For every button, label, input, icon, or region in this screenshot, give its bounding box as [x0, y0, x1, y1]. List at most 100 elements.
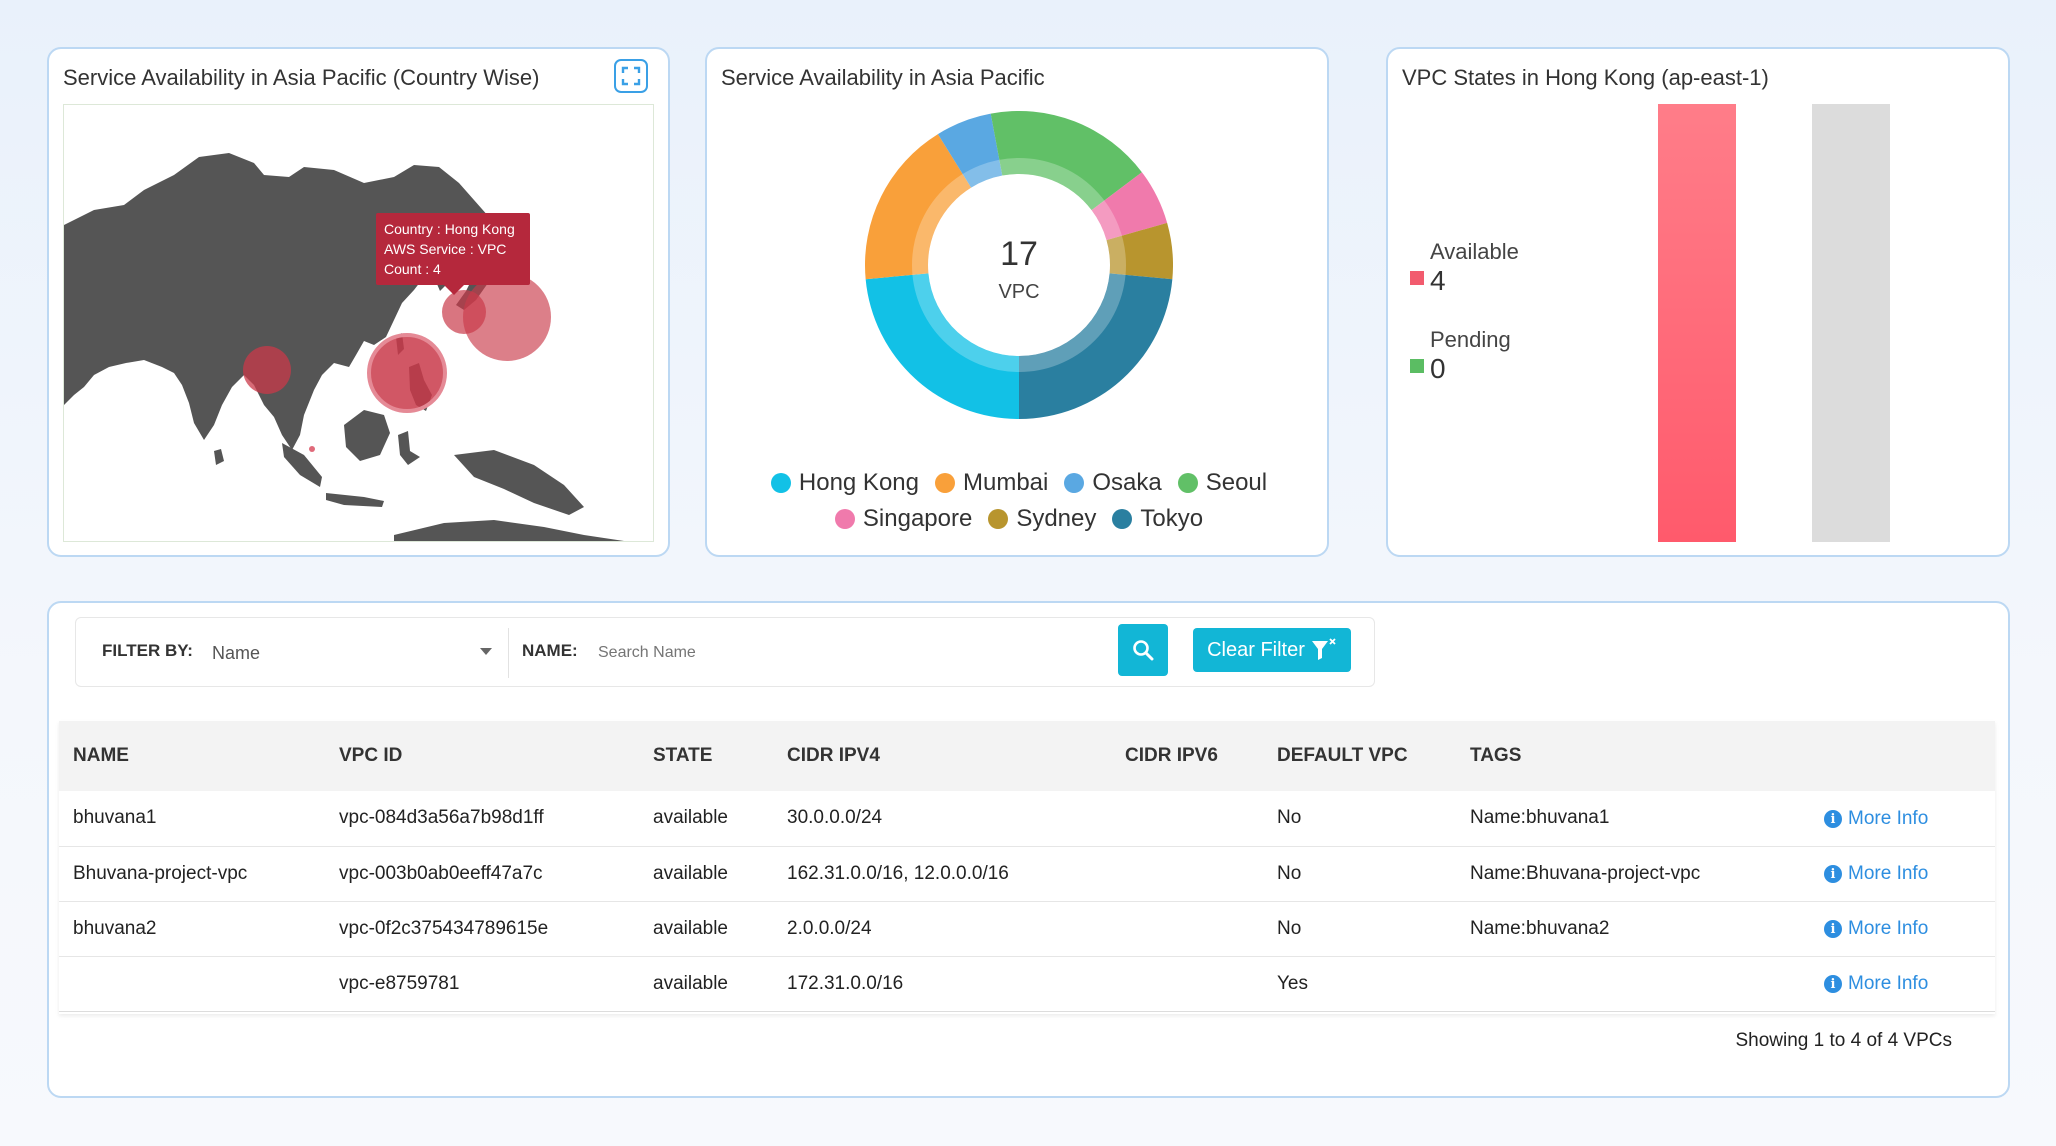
- cell-state: available: [639, 956, 773, 1012]
- cell-name: [59, 956, 325, 1012]
- cell-default-vpc: No: [1263, 901, 1456, 957]
- chevron-down-icon: [480, 648, 492, 655]
- state-available-value: 4: [1430, 265, 1446, 296]
- legend-item-singapore[interactable]: Singapore: [834, 505, 972, 533]
- header-default-vpc[interactable]: DEFAULT VPC: [1277, 745, 1408, 766]
- header-vpc-id[interactable]: VPC ID: [339, 745, 403, 766]
- donut-slice-hong-kong[interactable]: [865, 273, 1019, 419]
- bubble-hong-kong: [367, 333, 447, 413]
- cell-cidr-ipv4: 162.31.0.0/16, 12.0.0.0/16: [773, 846, 1111, 902]
- cell-state: available: [639, 846, 773, 902]
- more-info-label: More Info: [1848, 808, 1929, 829]
- filter-by-label: FILTER BY:: [102, 641, 193, 660]
- search-button[interactable]: [1118, 624, 1168, 676]
- bar-pending[interactable]: [1812, 104, 1890, 542]
- legend-dot: [1064, 473, 1085, 493]
- donut-inner-ring: [912, 158, 1126, 372]
- header-tags[interactable]: TAGS: [1470, 745, 1522, 766]
- header-name[interactable]: NAME: [73, 745, 129, 766]
- bar-available[interactable]: [1658, 104, 1736, 542]
- legend-item-seoul[interactable]: Seoul: [1177, 469, 1267, 497]
- search-name-input[interactable]: [598, 634, 1098, 672]
- more-info-label: More Info: [1848, 918, 1929, 940]
- more-info-link[interactable]: i More Info: [1824, 863, 1928, 885]
- legend-label: Mumbai: [962, 469, 1049, 496]
- filter-divider: [508, 628, 509, 678]
- state-available-label: Available: [1430, 239, 1519, 264]
- expand-button[interactable]: [614, 59, 648, 93]
- cell-cidr-ipv6: [1111, 901, 1263, 957]
- cell-tags: Name:Bhuvana-project-vpc: [1456, 846, 1810, 902]
- legend-dot: [1177, 473, 1198, 493]
- donut-slice-mumbai[interactable]: [865, 134, 972, 280]
- table-row: Bhuvana-project-vpc vpc-003b0ab0eeff47a7…: [59, 846, 1995, 902]
- legend-item-sydney[interactable]: Sydney: [988, 505, 1096, 533]
- legend-item-tokyo[interactable]: Tokyo: [1112, 505, 1203, 533]
- donut-center-value: 17: [1000, 235, 1038, 273]
- table-row: bhuvana1 vpc-084d3a56a7b98d1ff available…: [59, 791, 1995, 847]
- cell-cidr-ipv4: 2.0.0.0/24: [773, 901, 1111, 957]
- donut-center-label: VPC: [998, 281, 1040, 303]
- cell-cidr-ipv4: 30.0.0.0/24: [773, 791, 1111, 847]
- cell-default-vpc: No: [1263, 791, 1456, 847]
- more-info-label: More Info: [1848, 973, 1929, 995]
- legend-dot: [934, 473, 955, 493]
- legend-dot: [988, 509, 1009, 529]
- vpc-table: NAME VPC ID STATE CIDR IPV4 CIDR IPV6 DE…: [59, 721, 1995, 1012]
- cell-cidr-ipv6: [1111, 956, 1263, 1012]
- info-icon: i: [1824, 810, 1842, 828]
- donut-chart[interactable]: [865, 111, 1173, 419]
- cell-name: bhuvana2: [59, 901, 325, 957]
- cell-name: bhuvana1: [59, 791, 325, 847]
- filter-bar: FILTER BY: Name NAME: Clear Filter: [75, 617, 1375, 687]
- header-state[interactable]: STATE: [653, 745, 713, 766]
- donut-panel: Service Availability in Asia Pacific 17 …: [705, 47, 1329, 557]
- cell-name: Bhuvana-project-vpc: [59, 846, 325, 902]
- more-info-link[interactable]: i More Info: [1824, 918, 1928, 940]
- cell-default-vpc: No: [1263, 846, 1456, 902]
- header-actions: [1810, 721, 1995, 791]
- expand-icon: [621, 66, 641, 86]
- donut-slice-tokyo[interactable]: [1019, 273, 1173, 419]
- map-panel: Service Availability in Asia Pacific (Co…: [47, 47, 670, 557]
- cell-vpc-id: vpc-084d3a56a7b98d1ff: [325, 791, 639, 847]
- table-summary: Showing 1 to 4 of 4 VPCs: [1735, 1030, 1952, 1051]
- legend-item-osaka[interactable]: Osaka: [1064, 469, 1162, 497]
- cell-vpc-id: vpc-e8759781: [325, 956, 639, 1012]
- cell-cidr-ipv6: [1111, 846, 1263, 902]
- state-available-swatch: [1410, 271, 1424, 285]
- state-pending-value: 0: [1430, 353, 1446, 384]
- bubble-mumbai: [243, 346, 291, 394]
- legend-label: Tokyo: [1140, 505, 1204, 532]
- header-cidr-ipv6[interactable]: CIDR IPV6: [1125, 745, 1218, 766]
- more-info-link[interactable]: i More Info: [1824, 808, 1928, 830]
- vpc-table-panel: FILTER BY: Name NAME: Clear Filter: [47, 601, 2010, 1098]
- cell-cidr-ipv4: 172.31.0.0/16: [773, 956, 1111, 1012]
- cell-vpc-id: vpc-0f2c375434789615e: [325, 901, 639, 957]
- state-pending-swatch: [1410, 359, 1424, 373]
- legend-dot: [770, 473, 791, 493]
- cell-vpc-id: vpc-003b0ab0eeff47a7c: [325, 846, 639, 902]
- states-panel: VPC States in Hong Kong (ap-east-1) Avai…: [1386, 47, 2010, 557]
- search-icon: [1133, 640, 1154, 661]
- states-panel-title: VPC States in Hong Kong (ap-east-1): [1402, 65, 1769, 90]
- legend-item-mumbai[interactable]: Mumbai: [934, 469, 1049, 497]
- legend-item-hong-kong[interactable]: Hong Kong: [770, 469, 919, 497]
- filter-by-select[interactable]: Name: [212, 638, 492, 668]
- more-info-link[interactable]: i More Info: [1824, 973, 1928, 995]
- cell-state: available: [639, 901, 773, 957]
- donut-slice-sydney[interactable]: [1106, 222, 1173, 280]
- asia-pacific-map[interactable]: Country : Hong Kong AWS Service : VPC Co…: [63, 104, 654, 542]
- info-icon: i: [1824, 865, 1842, 884]
- donut-panel-title: Service Availability in Asia Pacific: [721, 65, 1045, 90]
- donut-slice-seoul[interactable]: [990, 111, 1142, 211]
- donut-slice-osaka[interactable]: [937, 113, 1003, 188]
- cell-state: available: [639, 791, 773, 847]
- legend-dot: [1112, 509, 1133, 529]
- cell-default-vpc: Yes: [1263, 956, 1456, 1012]
- tooltip-country: Country : Hong Kong: [384, 221, 515, 237]
- header-cidr-ipv4[interactable]: CIDR IPV4: [787, 745, 880, 766]
- filter-clear-icon: [1311, 638, 1336, 660]
- clear-filter-button[interactable]: Clear Filter: [1193, 628, 1351, 672]
- donut-slice-singapore[interactable]: [1091, 172, 1168, 241]
